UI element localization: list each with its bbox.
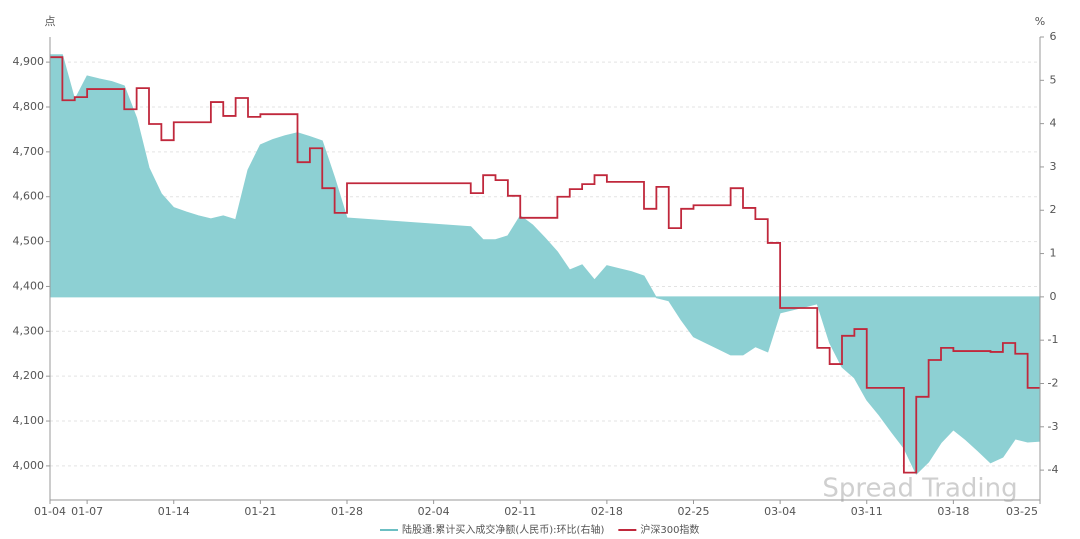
x-tick-label: 02-25 — [678, 505, 710, 518]
y2-tick-label: -2 — [1048, 376, 1059, 389]
x-tick-label: 02-11 — [504, 505, 536, 518]
y-unit: 点 — [45, 15, 56, 28]
y-tick-label: 4,200 — [13, 369, 45, 382]
y-tick-label: 4,600 — [13, 190, 45, 203]
x-tick-label: 02-18 — [591, 505, 623, 518]
y-tick-label: 4,900 — [13, 55, 45, 68]
y2-tick-label: 5 — [1050, 73, 1057, 86]
y2-tick-label: 1 — [1050, 247, 1057, 260]
y-tick-label: 4,700 — [13, 145, 45, 158]
y2-tick-label: 6 — [1050, 30, 1057, 43]
y-tick-label: 4,400 — [13, 279, 45, 292]
area — [49, 54, 1041, 475]
y2-tick-label: -4 — [1048, 463, 1059, 476]
x-tick-label: 01-21 — [244, 505, 276, 518]
y-tick-label: 4,100 — [13, 414, 45, 427]
step-line — [50, 56, 1040, 474]
y2-tick-label: 0 — [1050, 290, 1057, 303]
y2-tick-label: 3 — [1050, 160, 1057, 173]
y2-tick-label: -1 — [1048, 333, 1059, 346]
y-tick-label: 4,800 — [13, 100, 45, 113]
x-tick-label: 01-14 — [158, 505, 190, 518]
x-tick-label: 03-04 — [764, 505, 796, 518]
x-tick-label: 01-28 — [331, 505, 363, 518]
y2-tick-label: -3 — [1048, 420, 1059, 433]
watermark: Spread Trading — [822, 474, 1017, 504]
x-tick-label: 02-04 — [418, 505, 450, 518]
y-tick-label: 4,000 — [13, 459, 45, 472]
x-tick-label: 01-07 — [71, 505, 103, 518]
y2-tick-label: 4 — [1050, 117, 1057, 130]
x-tick-label: 03-18 — [937, 505, 969, 518]
y-tick-label: 4,500 — [13, 235, 45, 248]
legend-label: 陆股通:累计买入成交净额(人民币):环比(右轴) — [402, 523, 604, 536]
y-tick-label: 4,300 — [13, 324, 45, 337]
y2-tick-label: 2 — [1050, 203, 1057, 216]
x-tick-label: 03-11 — [851, 505, 883, 518]
y2-unit: % — [1035, 15, 1045, 28]
x-tick-label: 01-04 — [34, 505, 66, 518]
legend-label: 沪深300指数 — [640, 523, 699, 536]
x-tick-label: 03-25 — [1006, 505, 1038, 518]
